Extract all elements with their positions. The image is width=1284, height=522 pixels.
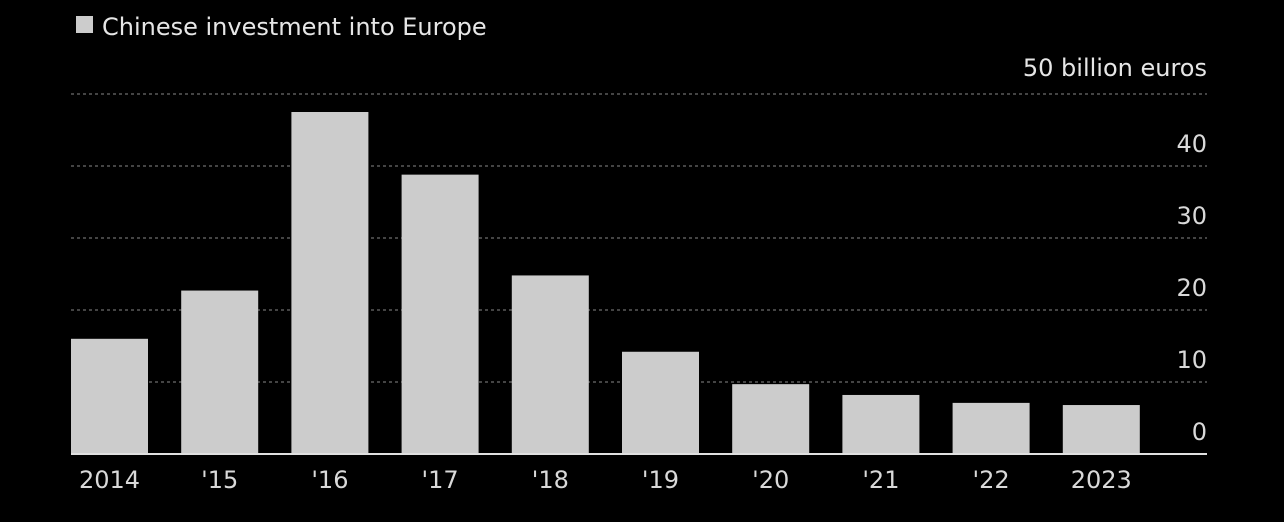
legend: Chinese investment into Europe bbox=[76, 13, 487, 41]
y-axis-unit-label: 50 billion euros bbox=[1023, 54, 1207, 82]
legend-swatch bbox=[76, 16, 93, 33]
x-tick-label: 2023 bbox=[1071, 466, 1132, 494]
y-tick-label: 10 bbox=[1176, 346, 1207, 374]
x-tick-label: 2014 bbox=[79, 466, 140, 494]
x-tick-label: '20 bbox=[752, 466, 789, 494]
bar bbox=[622, 351, 699, 454]
bar bbox=[71, 338, 148, 454]
bar bbox=[732, 384, 810, 454]
bar bbox=[842, 394, 920, 454]
y-tick-label: 40 bbox=[1176, 130, 1207, 158]
x-axis-ticks: 2014 '15 '16 '17 '18 '19 '20 '21 '22 2023 bbox=[79, 466, 1132, 494]
x-tick-label: '16 bbox=[311, 466, 348, 494]
bar bbox=[952, 402, 1030, 454]
bar bbox=[1062, 405, 1140, 454]
y-tick-label: 30 bbox=[1176, 202, 1207, 230]
y-tick-label: 0 bbox=[1192, 418, 1207, 446]
x-tick-label: '19 bbox=[642, 466, 679, 494]
x-tick-label: '17 bbox=[422, 466, 459, 494]
bar bbox=[181, 290, 259, 454]
bar bbox=[291, 112, 369, 454]
legend-label: Chinese investment into Europe bbox=[102, 13, 487, 41]
x-tick-label: '18 bbox=[532, 466, 569, 494]
x-tick-label: '22 bbox=[973, 466, 1010, 494]
bar bbox=[511, 275, 589, 454]
bar bbox=[401, 174, 479, 454]
x-tick-label: '21 bbox=[862, 466, 899, 494]
bars bbox=[71, 112, 1140, 454]
y-axis-ticks: 0 10 20 30 40 bbox=[1176, 130, 1207, 446]
x-tick-label: '15 bbox=[201, 466, 238, 494]
y-tick-label: 20 bbox=[1176, 274, 1207, 302]
